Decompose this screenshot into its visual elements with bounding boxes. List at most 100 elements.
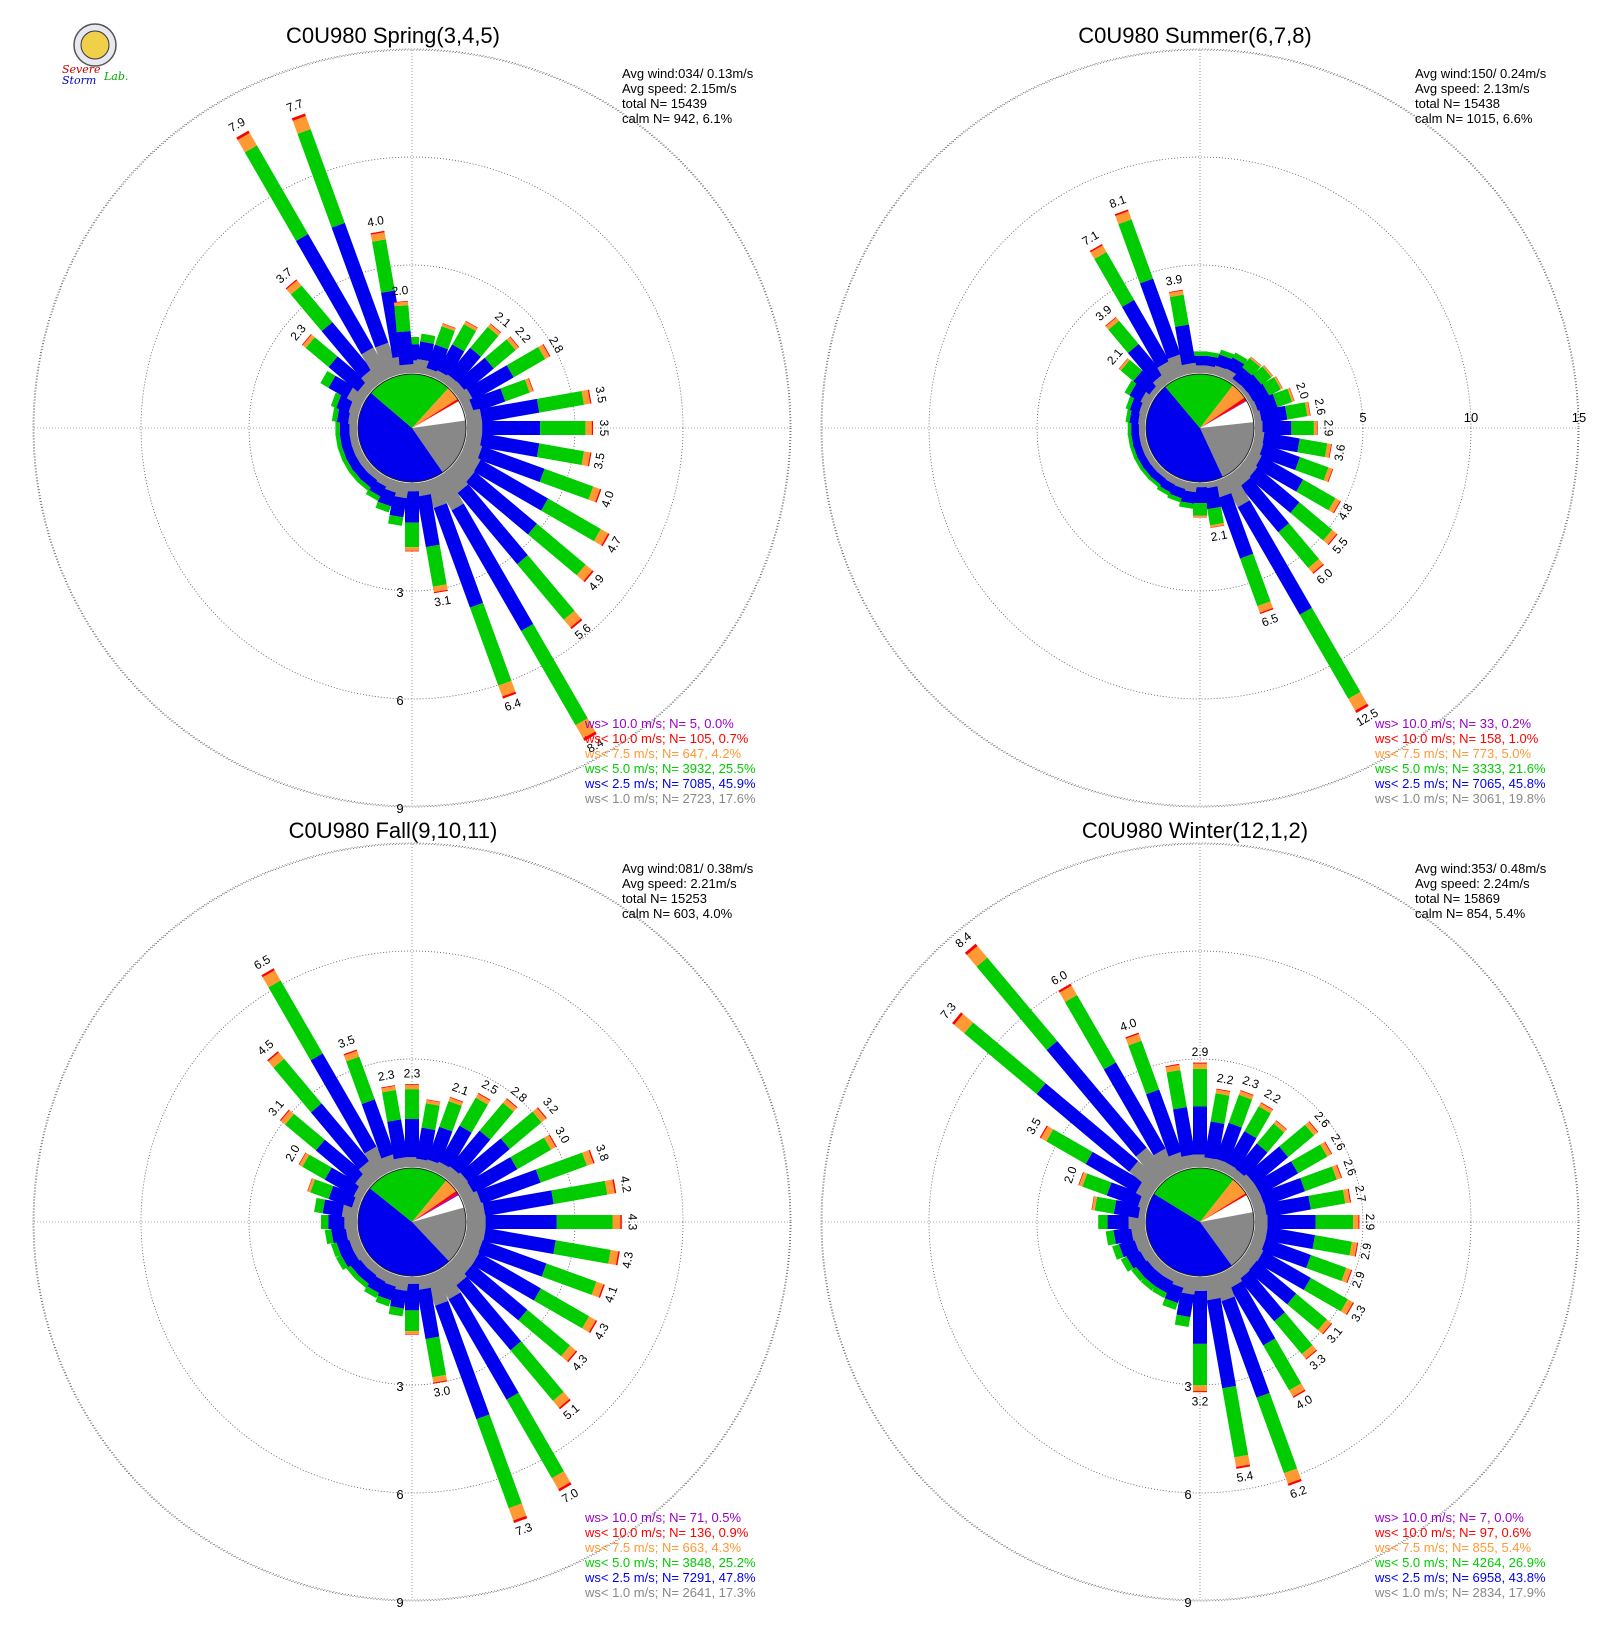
bar-label: 6.0: [1048, 968, 1070, 989]
direction-bar: 2.1: [1202, 480, 1229, 544]
direction-bar: 2.1: [424, 1080, 471, 1173]
bar-segment: [1349, 1241, 1358, 1257]
bar-segment: [1237, 500, 1312, 615]
bar-segment: [441, 1166, 461, 1185]
bar-segment: [558, 1482, 572, 1492]
bar-segment: [1252, 1203, 1267, 1220]
bar-segment: [1089, 244, 1103, 253]
direction-bar: 4.9: [449, 457, 607, 594]
pie-slice: [412, 1193, 459, 1222]
bar-segment: [1247, 383, 1270, 405]
bar-segment: [1120, 359, 1143, 382]
bar-segment: [1295, 456, 1329, 481]
bar-segment: [1155, 465, 1171, 480]
direction-bar: [1133, 449, 1156, 471]
bar-segment: [1229, 378, 1244, 391]
bar-segment: [1230, 1281, 1276, 1346]
bar-segment: [1265, 1226, 1316, 1249]
bar-label: 2.8: [508, 1084, 530, 1106]
bar-segment: [349, 430, 360, 446]
direction-bar: 3.1: [265, 1097, 375, 1193]
bar-segment: [433, 472, 464, 511]
bar-segment: [377, 487, 396, 507]
bar-segment: [273, 1058, 322, 1113]
bar-segment: [328, 1185, 357, 1208]
bar-segment: [1249, 1234, 1266, 1252]
bar-segment: [1169, 294, 1189, 327]
bar-segment: [500, 1111, 542, 1150]
bar-segment: [451, 503, 534, 632]
bar-segment: [1085, 1151, 1143, 1194]
direction-bar: 2.3: [404, 1066, 421, 1167]
bar-segment: [1205, 351, 1221, 359]
direction-bar: [461, 377, 534, 416]
bar-segment: [361, 369, 383, 391]
bar-segment: [1246, 1146, 1289, 1185]
bar-segment: [366, 465, 383, 481]
logo-text-storm: Storm: [62, 74, 96, 87]
bar-segment: [1164, 1283, 1184, 1304]
bar-segment: [1046, 1129, 1093, 1165]
direction-bar: 7.1: [1080, 228, 1179, 384]
bar-segment: [1172, 477, 1188, 490]
bar-segment: [1221, 1162, 1239, 1178]
bar-segment: [1135, 1258, 1155, 1278]
direction-bar: [335, 430, 360, 449]
bar-segment: [1145, 1251, 1163, 1270]
bar-segment: [435, 1300, 490, 1420]
direction-bar: 7.0: [433, 1266, 581, 1506]
bar-segment: [1257, 601, 1273, 613]
bar-segment: [1244, 449, 1262, 468]
bar-segment: [1240, 374, 1262, 396]
legend-entry: ws< 1.0 m/s; N= 3061, 19.8%: [1374, 791, 1546, 806]
bar-segment: [335, 1254, 348, 1270]
direction-bar: 2.2: [1221, 1086, 1284, 1178]
bar-label: 7.9: [226, 114, 248, 135]
bar-segment: [1138, 1204, 1148, 1220]
direction-bar: 3.3: [1244, 1243, 1369, 1324]
bar-segment: [414, 1274, 431, 1291]
ring-label: 10: [1464, 410, 1478, 425]
bar-segment: [583, 570, 594, 583]
bar-segment: [470, 326, 499, 357]
direction-bar: [1229, 1120, 1287, 1185]
bar-segment: [581, 389, 591, 405]
bar-segment: [1261, 1238, 1311, 1269]
bar-segment: [268, 980, 323, 1061]
outer-ring: [33, 843, 791, 1601]
bar-segment: [285, 1113, 325, 1151]
bar-segment: [1082, 1173, 1112, 1196]
bar-segment: [964, 943, 978, 956]
bar-segment: [1158, 478, 1176, 493]
direction-bar: 4.8: [1244, 449, 1356, 523]
direction-bar: [388, 1274, 410, 1317]
direction-bar: 3.5: [1024, 1115, 1156, 1201]
bar-segment: [456, 449, 481, 472]
bar-segment: [1108, 320, 1139, 353]
bar-segment: [1040, 1126, 1054, 1142]
bar-segment: [1212, 1158, 1229, 1173]
bar-segment: [373, 1266, 391, 1282]
bar-segment: [1133, 456, 1144, 471]
bar-segment: [417, 341, 434, 362]
bar-segment: [475, 1093, 491, 1105]
direction-bar: 3.0: [414, 1274, 452, 1400]
pie-slice: [1200, 401, 1254, 428]
bar-segment: [345, 1224, 360, 1241]
bar-label: 2.7: [1352, 1184, 1369, 1203]
pie-slice: [358, 392, 443, 482]
bar-segment: [1274, 376, 1283, 390]
direction-bar: [1140, 457, 1163, 480]
bar-segment: [1217, 493, 1254, 559]
bar-segment: [426, 344, 449, 373]
outer-ring: [821, 843, 1579, 1601]
bar-segment: [551, 1471, 571, 1490]
bar-segment: [328, 375, 354, 399]
bar-segment: [1290, 502, 1333, 541]
bar-segment: [396, 330, 414, 366]
bar-segment: [1234, 1454, 1250, 1467]
bar-segment: [346, 1056, 375, 1105]
bar-segment: [1235, 1143, 1268, 1178]
bar-label: 3.0: [552, 1124, 573, 1146]
bar-segment: [1273, 1120, 1287, 1133]
